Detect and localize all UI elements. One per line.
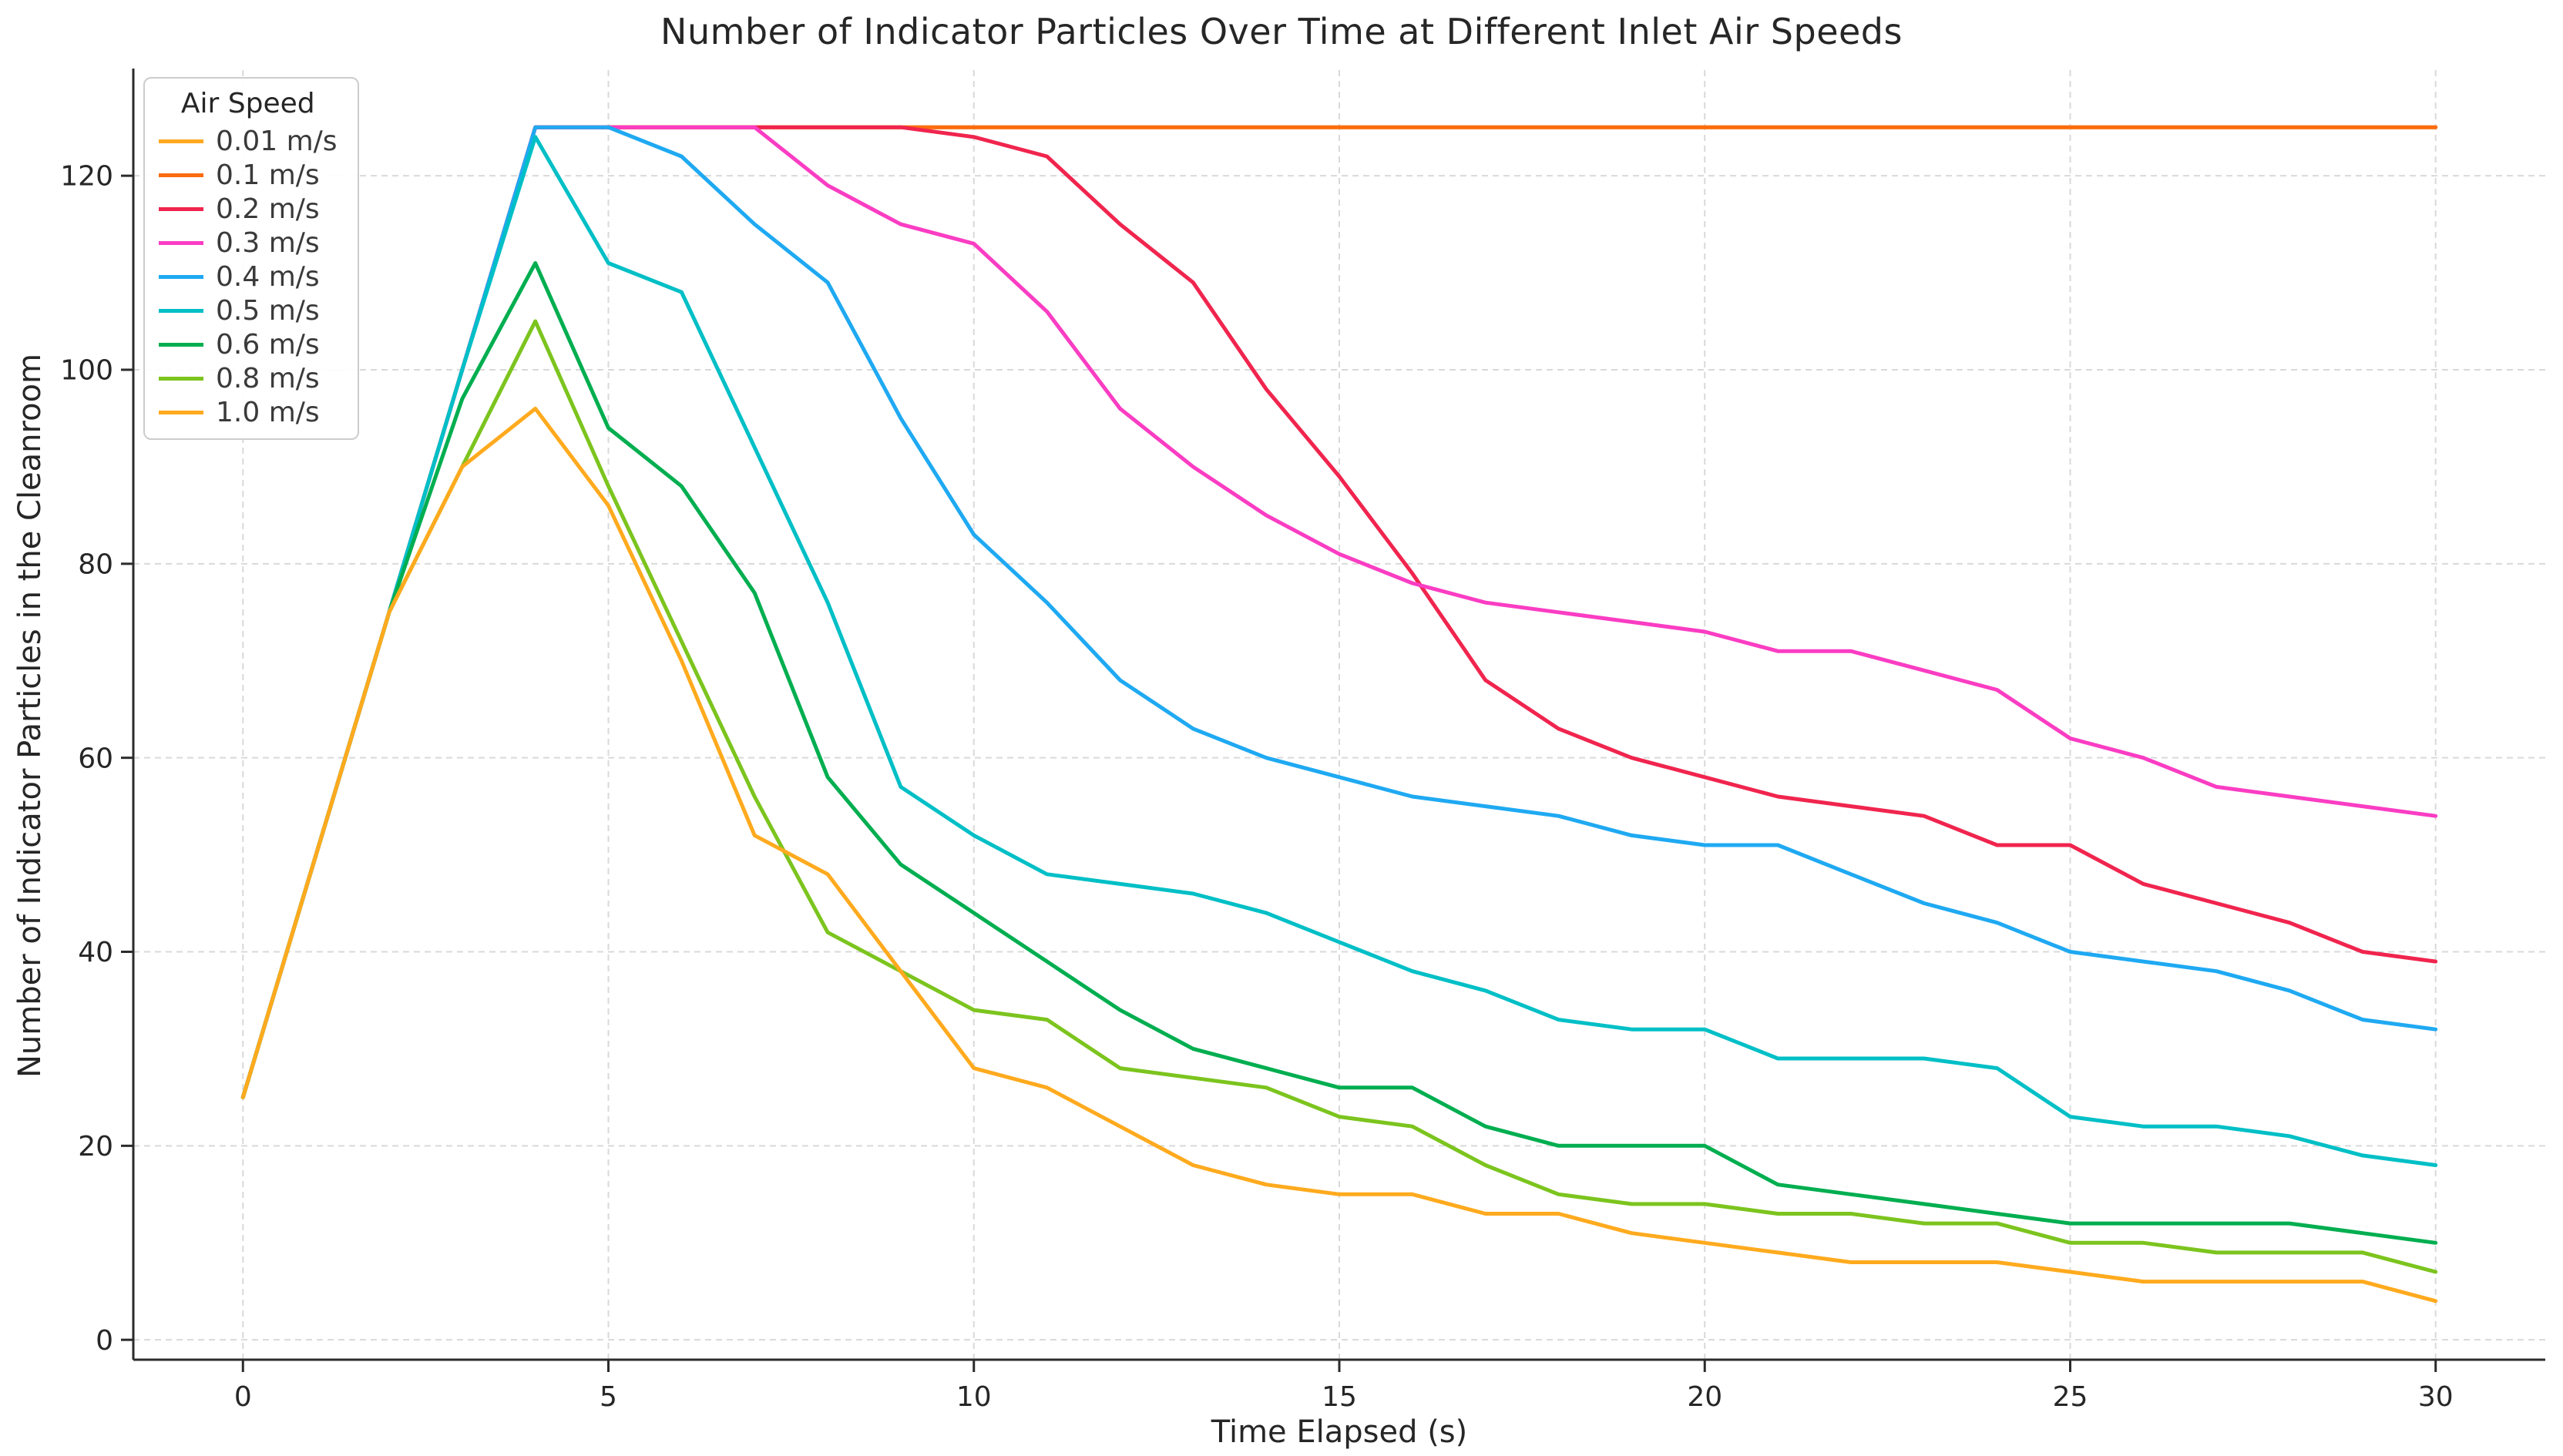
y-tick-label: 100	[60, 355, 113, 387]
legend-line-swatch	[159, 173, 203, 177]
legend-label: 1.0 m/s	[216, 396, 320, 428]
legend-line-swatch	[159, 410, 203, 414]
legend-item-1-0-m-s: 1.0 m/s	[159, 395, 338, 429]
legend-item-0-5-m-s: 0.5 m/s	[159, 294, 338, 327]
x-tick-label: 20	[1687, 1381, 1722, 1413]
y-axis-label: Number of Indicator Particles in the Cle…	[12, 353, 48, 1079]
legend-label: 0.4 m/s	[216, 260, 320, 293]
legend-item-0-2-m-s: 0.2 m/s	[159, 192, 338, 226]
legend-label: 0.1 m/s	[216, 159, 320, 191]
legend-item-0-8-m-s: 0.8 m/s	[159, 361, 338, 395]
legend-label: 0.6 m/s	[216, 328, 320, 361]
legend-line-swatch	[159, 274, 203, 279]
legend-item-0-01-m-s: 0.01 m/s	[159, 124, 338, 158]
legend-title: Air Speed	[180, 88, 315, 119]
chart-title: Number of Indicator Particles Over Time …	[660, 11, 1903, 52]
y-tick-label: 0	[96, 1325, 113, 1357]
legend-item-0-6-m-s: 0.6 m/s	[159, 327, 338, 361]
legend: Air Speed 0.01 m/s 0.1 m/s 0.2 m/s 0.3 m/s 0…	[143, 77, 359, 440]
x-axis-label: Time Elapsed (s)	[1211, 1414, 1468, 1450]
x-tick-label: 15	[1322, 1381, 1357, 1413]
legend-line-swatch	[159, 139, 203, 143]
series-line-0-6-m-s	[240, 261, 2438, 1245]
legend-line-swatch	[159, 206, 203, 211]
x-tick-label: 10	[956, 1381, 992, 1413]
x-tick-label: 30	[2418, 1381, 2454, 1413]
legend-label: 0.3 m/s	[216, 226, 320, 259]
legend-label: 0.5 m/s	[216, 294, 320, 327]
y-tick-label: 120	[60, 161, 113, 193]
series-line-1-0-m-s	[240, 406, 2438, 1303]
legend-label: 0.8 m/s	[216, 362, 320, 394]
x-tick-label: 5	[600, 1381, 617, 1413]
series-line-0-4-m-s	[240, 125, 2438, 1099]
legend-line-swatch	[159, 376, 203, 381]
series-line-0-5-m-s	[240, 135, 2438, 1167]
series-line-0-8-m-s	[240, 319, 2438, 1274]
legend-line-swatch	[159, 308, 203, 313]
y-tick-label: 60	[78, 743, 113, 774]
legend-label: 0.2 m/s	[216, 193, 320, 225]
legend-line-swatch	[159, 342, 203, 347]
y-tick-label: 20	[78, 1131, 113, 1162]
legend-line-swatch	[159, 240, 203, 245]
x-tick-label: 25	[2053, 1381, 2088, 1413]
legend-label: 0.01 m/s	[216, 125, 338, 157]
legend-item-0-3-m-s: 0.3 m/s	[159, 226, 338, 260]
legend-item-0-1-m-s: 0.1 m/s	[159, 158, 338, 192]
y-tick-label: 80	[78, 549, 113, 580]
legend-item-0-4-m-s: 0.4 m/s	[159, 260, 338, 294]
x-tick-label: 0	[234, 1381, 252, 1413]
y-tick-label: 40	[78, 937, 113, 968]
